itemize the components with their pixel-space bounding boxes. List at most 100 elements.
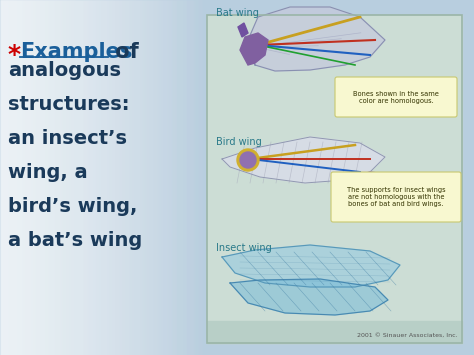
Bar bbox=[19, 0, 20, 355]
Polygon shape bbox=[222, 245, 400, 287]
Polygon shape bbox=[238, 23, 248, 37]
Bar bbox=[145, 0, 146, 355]
Bar bbox=[28, 0, 29, 355]
Bar bbox=[151, 0, 152, 355]
Polygon shape bbox=[222, 137, 385, 183]
Bar bbox=[197, 0, 198, 355]
Bar bbox=[66, 0, 67, 355]
Bar bbox=[88, 0, 89, 355]
Bar bbox=[209, 0, 210, 355]
Bar bbox=[120, 0, 121, 355]
Bar bbox=[97, 0, 98, 355]
Bar bbox=[40, 0, 41, 355]
Bar bbox=[121, 0, 122, 355]
Bar bbox=[31, 0, 32, 355]
Bar bbox=[155, 0, 156, 355]
Bar bbox=[156, 0, 157, 355]
Bar bbox=[137, 0, 138, 355]
Bar bbox=[61, 0, 62, 355]
Bar bbox=[80, 0, 81, 355]
Bar bbox=[51, 0, 52, 355]
Bar bbox=[23, 0, 24, 355]
Bar bbox=[37, 0, 38, 355]
Bar bbox=[165, 0, 166, 355]
Bar bbox=[201, 0, 202, 355]
Bar bbox=[110, 0, 111, 355]
Bar bbox=[57, 0, 58, 355]
Bar bbox=[18, 0, 19, 355]
Bar bbox=[34, 0, 35, 355]
Bar bbox=[3, 0, 4, 355]
Bar bbox=[48, 0, 49, 355]
Bar bbox=[139, 0, 140, 355]
Bar bbox=[140, 0, 141, 355]
Bar bbox=[135, 0, 136, 355]
Bar bbox=[25, 0, 26, 355]
Bar bbox=[35, 0, 36, 355]
Bar bbox=[67, 0, 68, 355]
Bar bbox=[87, 0, 88, 355]
Text: The supports for insect wings
are not homologous with the
bones of bat and bird : The supports for insect wings are not ho… bbox=[346, 187, 445, 207]
Bar bbox=[11, 0, 12, 355]
Bar bbox=[186, 0, 187, 355]
Bar bbox=[207, 0, 208, 355]
Bar bbox=[36, 0, 37, 355]
Bar bbox=[75, 0, 76, 355]
Bar bbox=[7, 0, 8, 355]
Bar bbox=[154, 0, 155, 355]
Bar bbox=[202, 0, 203, 355]
Text: Bird wing: Bird wing bbox=[216, 137, 262, 147]
Bar bbox=[93, 0, 94, 355]
Bar bbox=[15, 0, 16, 355]
Bar bbox=[123, 0, 124, 355]
Bar bbox=[26, 0, 27, 355]
Bar bbox=[117, 0, 118, 355]
Bar bbox=[181, 0, 182, 355]
Bar bbox=[133, 0, 134, 355]
Bar bbox=[141, 0, 142, 355]
Circle shape bbox=[240, 152, 256, 168]
Bar bbox=[85, 0, 86, 355]
Bar bbox=[116, 0, 117, 355]
Bar bbox=[122, 0, 123, 355]
Bar bbox=[44, 0, 45, 355]
Bar bbox=[89, 0, 90, 355]
Bar bbox=[182, 0, 183, 355]
Text: Insect wing: Insect wing bbox=[216, 243, 272, 253]
Bar bbox=[81, 0, 82, 355]
Bar bbox=[59, 0, 60, 355]
FancyBboxPatch shape bbox=[335, 77, 457, 117]
Bar bbox=[33, 0, 34, 355]
Bar bbox=[91, 0, 92, 355]
Bar bbox=[16, 0, 17, 355]
Bar bbox=[73, 0, 74, 355]
Text: Examples: Examples bbox=[20, 42, 132, 62]
Bar bbox=[180, 0, 181, 355]
Bar bbox=[177, 0, 178, 355]
Bar bbox=[65, 0, 66, 355]
Bar bbox=[128, 0, 129, 355]
Bar bbox=[150, 0, 151, 355]
Bar bbox=[56, 0, 57, 355]
Bar bbox=[146, 0, 147, 355]
Bar bbox=[159, 0, 160, 355]
Bar bbox=[195, 0, 196, 355]
Bar bbox=[149, 0, 150, 355]
Bar bbox=[105, 0, 106, 355]
Bar bbox=[9, 0, 10, 355]
Bar bbox=[143, 0, 144, 355]
Bar bbox=[53, 0, 54, 355]
Bar bbox=[188, 0, 189, 355]
Text: an insect’s: an insect’s bbox=[8, 129, 127, 148]
Bar bbox=[4, 0, 5, 355]
Bar bbox=[115, 0, 116, 355]
Bar bbox=[127, 0, 128, 355]
Bar bbox=[39, 0, 40, 355]
Bar bbox=[109, 0, 110, 355]
Bar bbox=[52, 0, 53, 355]
Bar bbox=[192, 0, 193, 355]
Bar bbox=[118, 0, 119, 355]
Bar bbox=[106, 0, 107, 355]
Bar bbox=[176, 0, 177, 355]
Bar bbox=[148, 0, 149, 355]
